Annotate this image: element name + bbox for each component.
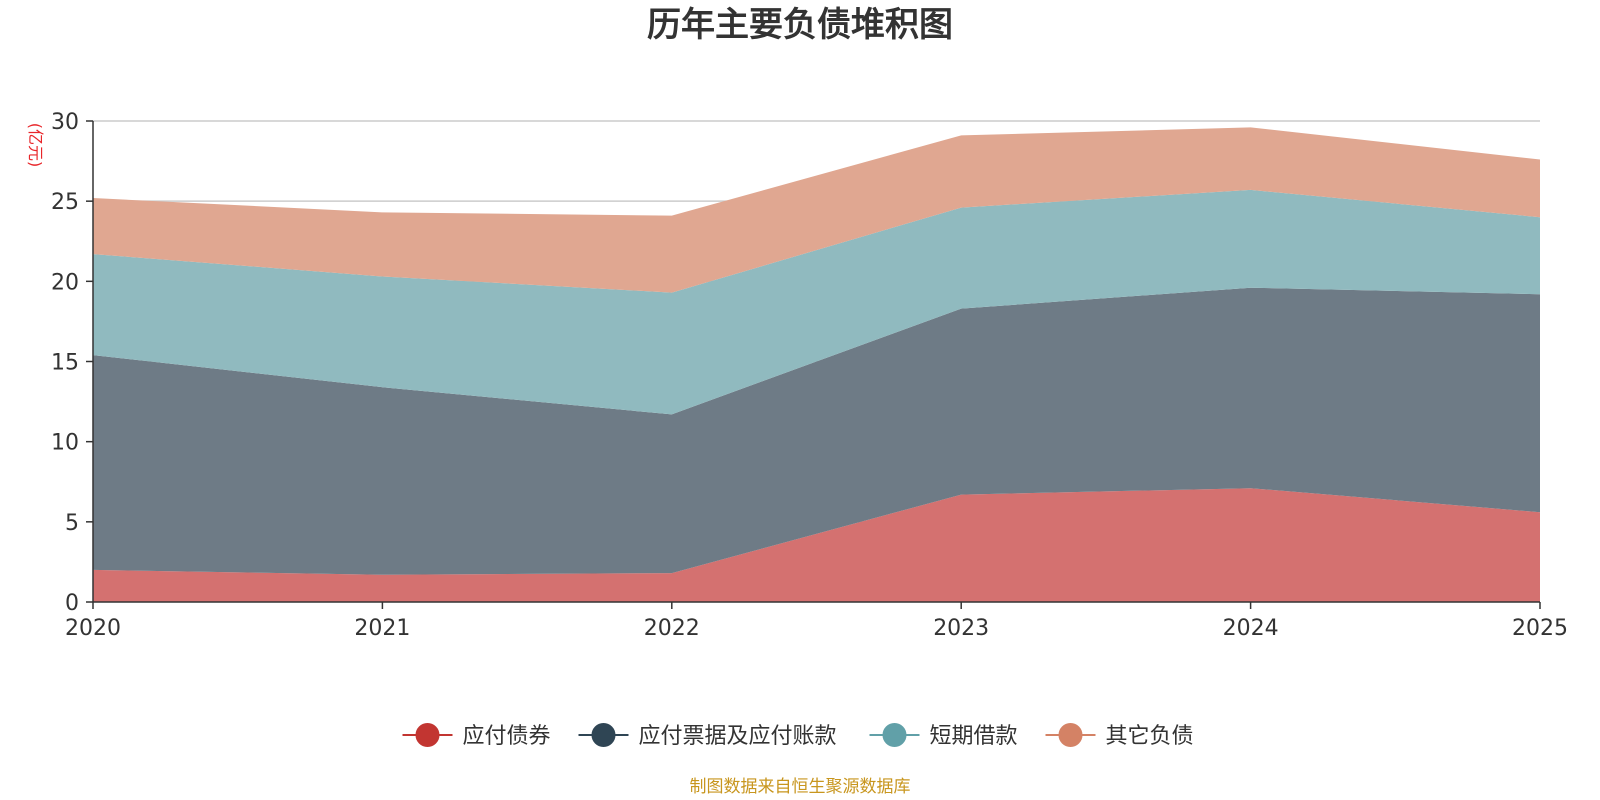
- area-series-group: [93, 127, 1540, 602]
- x-tick-label-5: 2025: [1512, 616, 1568, 641]
- area-series-1[interactable]: [93, 287, 1540, 575]
- legend-marker-2: [882, 723, 907, 747]
- y-tick-label-2: 10: [51, 431, 79, 456]
- area-series-3[interactable]: [93, 127, 1540, 293]
- legend-label-2: 短期借款: [930, 724, 1018, 749]
- legend-label-1: 应付票据及应付账款: [639, 724, 837, 749]
- legend-marker-1: [591, 723, 616, 747]
- x-tick-label-2: 2022: [644, 616, 700, 641]
- x-tick-label-3: 2023: [933, 616, 989, 641]
- legend-item-0[interactable]: 应付债券: [402, 723, 551, 749]
- y-tick-label-5: 25: [51, 190, 79, 215]
- legend-item-2[interactable]: 短期借款: [869, 723, 1018, 749]
- legend: 应付债券 应付票据及应付账款 短期借款 其它负债: [402, 723, 1194, 749]
- x-tick-label-0: 2020: [65, 616, 121, 641]
- legend-label-0: 应付债券: [463, 724, 551, 749]
- legend-label-3: 其它负债: [1106, 724, 1194, 749]
- y-axis-unit-label: (亿元): [26, 123, 45, 168]
- legend-marker-3: [1058, 723, 1083, 747]
- y-tick-label-6: 30: [51, 110, 79, 135]
- y-tick-label-1: 5: [65, 511, 79, 536]
- x-tick-label-4: 2024: [1223, 616, 1279, 641]
- legend-marker-0: [415, 723, 440, 747]
- chart-title: 历年主要负债堆积图: [647, 5, 953, 45]
- y-tick-label-3: 15: [51, 351, 79, 376]
- legend-item-1[interactable]: 应付票据及应付账款: [578, 723, 837, 749]
- area-series-0[interactable]: [93, 488, 1540, 602]
- legend-item-3[interactable]: 其它负债: [1045, 723, 1194, 749]
- y-tick-label-0: 0: [65, 591, 79, 616]
- x-tick-label-1: 2021: [354, 616, 410, 641]
- data-source-note: 制图数据来自恒生聚源数据库: [690, 777, 911, 797]
- area-series-2[interactable]: [93, 189, 1540, 415]
- y-tick-label-4: 20: [51, 270, 79, 295]
